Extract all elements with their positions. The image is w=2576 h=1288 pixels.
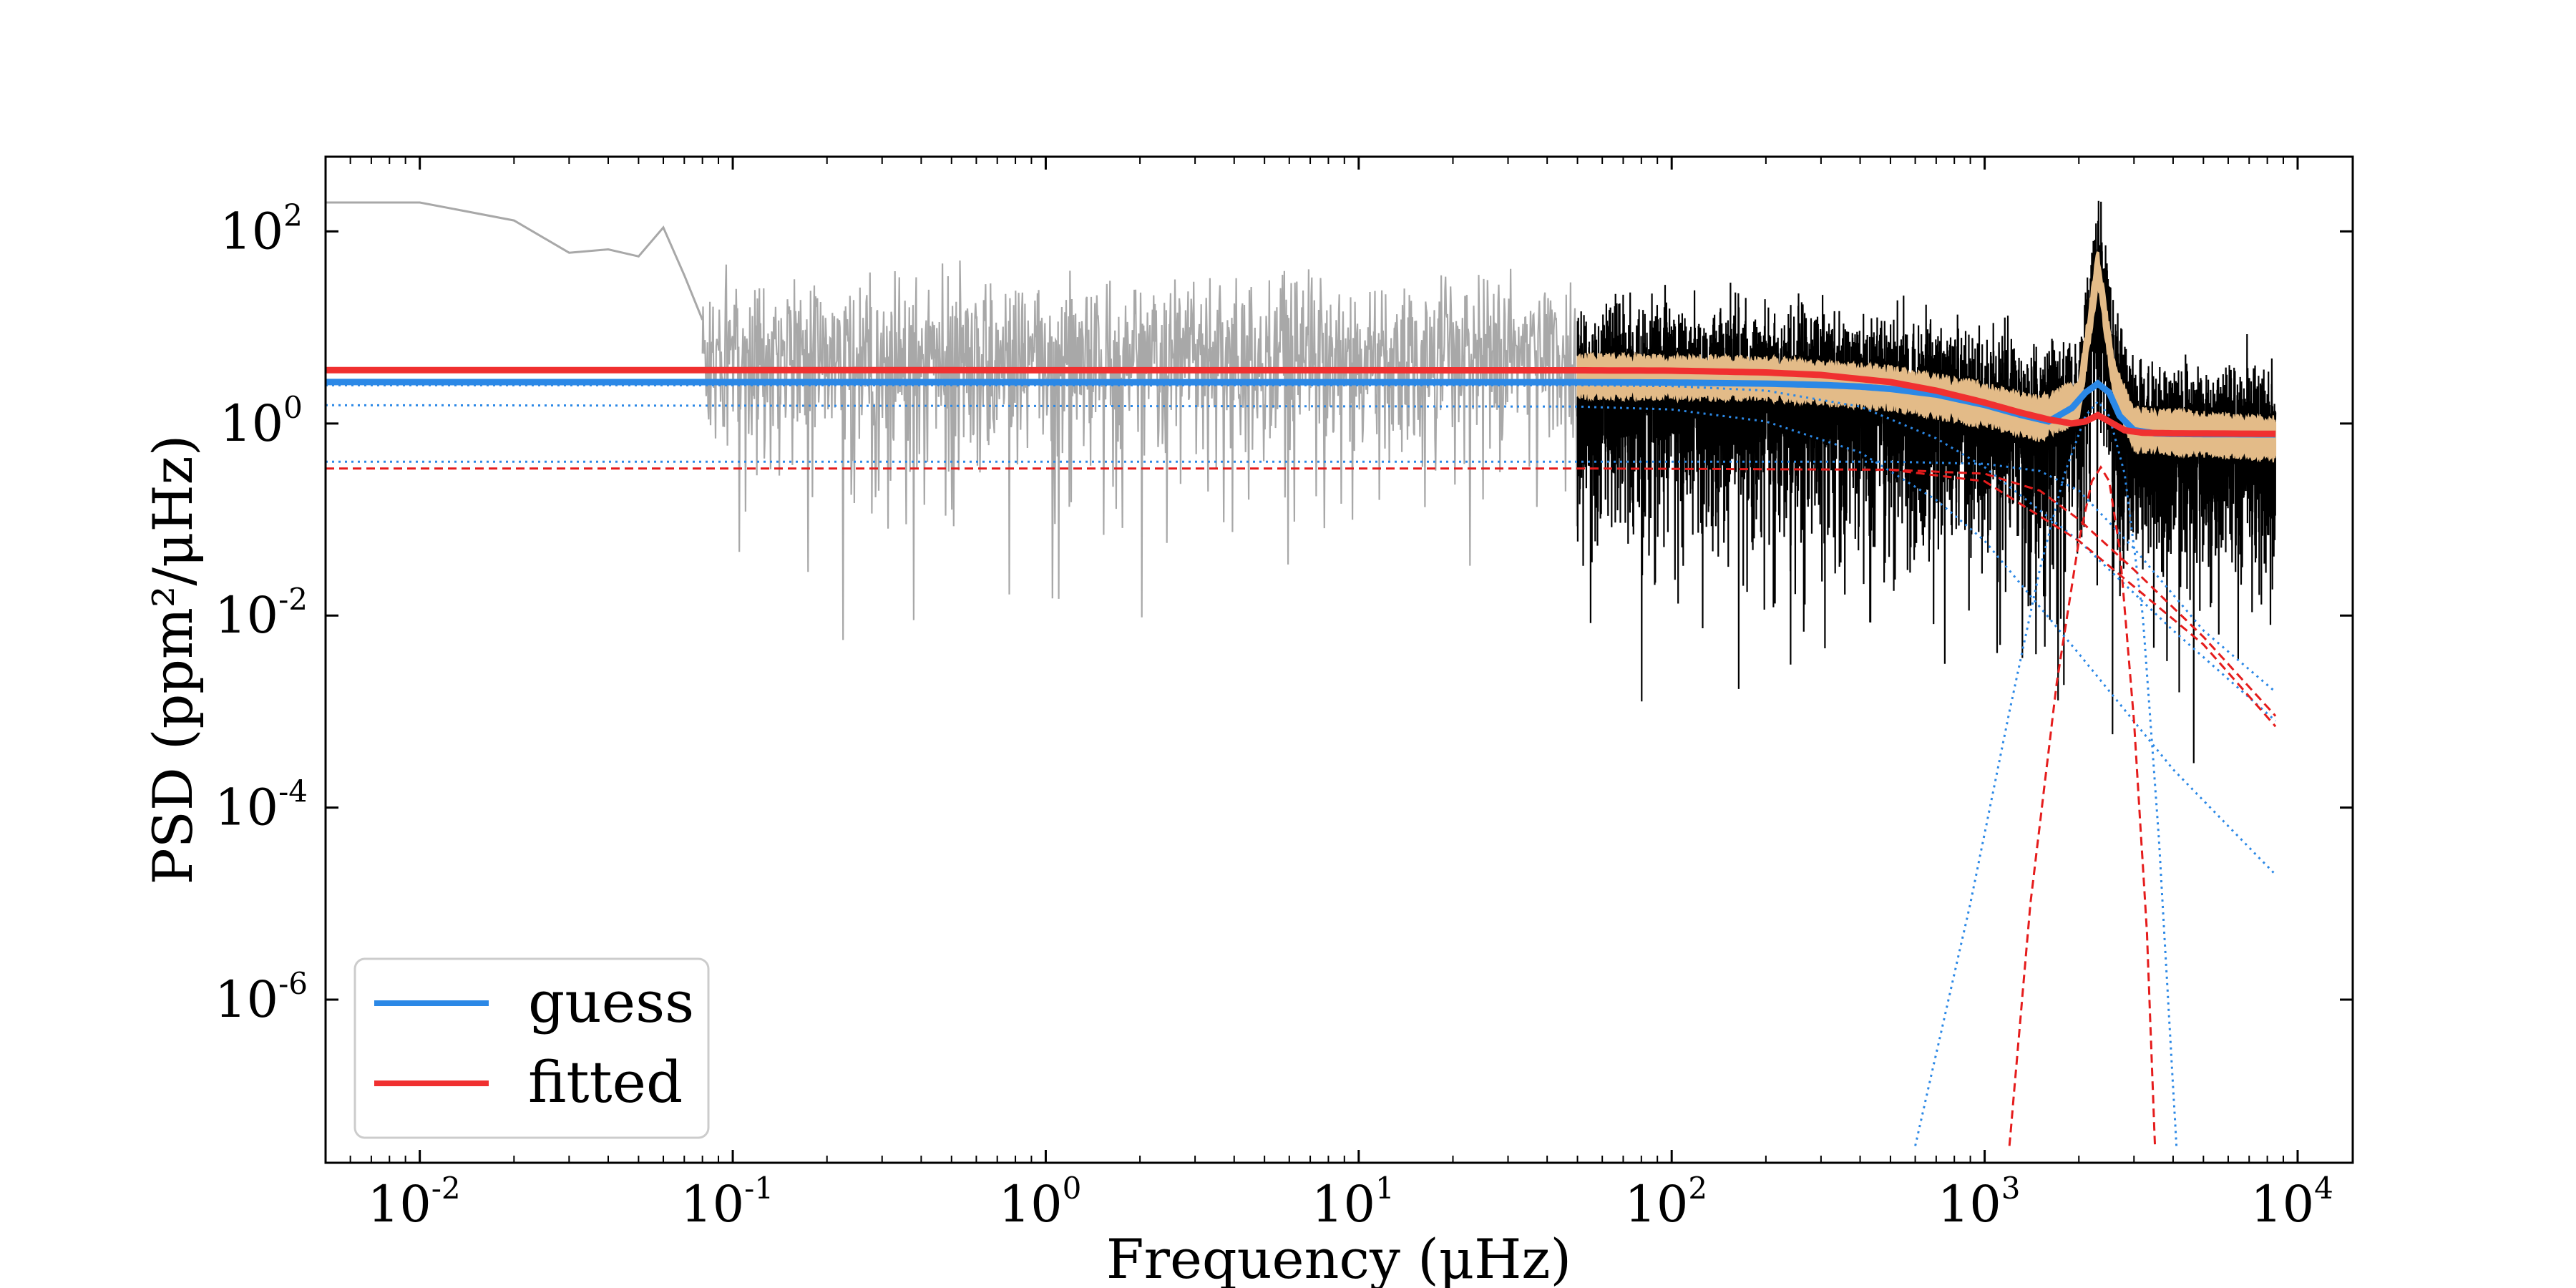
x-tick-label: 102	[1624, 1171, 1707, 1234]
x-tick-exponent: 2	[1688, 1171, 1707, 1206]
y-tick-exponent: 2	[283, 197, 303, 233]
y-tick-base: 10	[220, 202, 283, 260]
y-tick-base: 10	[215, 970, 278, 1029]
x-tick-label: 103	[1938, 1171, 2021, 1234]
plot-area	[326, 200, 2277, 1146]
y-tick-label: 10-6	[215, 966, 308, 1029]
model-component-6	[326, 467, 2277, 728]
x-tick-base: 10	[999, 1175, 1063, 1234]
plot-frame	[324, 155, 2354, 1164]
y-tick-base: 10	[220, 394, 283, 453]
y-tick-label: 10-2	[215, 582, 308, 645]
y-tick-exponent: 0	[283, 390, 303, 425]
y-tick-label: 102	[220, 197, 303, 260]
x-tick-base: 10	[1938, 1175, 2001, 1234]
y-axis-label: PSD (ppm²/μHz)	[141, 435, 205, 885]
x-tick-exponent: -1	[744, 1171, 774, 1206]
x-tick-exponent: 4	[2314, 1171, 2333, 1206]
model-component-8	[2008, 465, 2157, 1146]
x-tick-label: 100	[999, 1171, 1082, 1234]
y-tick-base: 10	[215, 586, 278, 645]
x-tick-label: 10-1	[680, 1171, 774, 1234]
x-axis-label: Frequency (μHz)	[1106, 1227, 1571, 1288]
y-tick-base: 10	[215, 779, 278, 837]
legend-label-fitted: fitted	[528, 1049, 683, 1116]
x-tick-base: 10	[680, 1175, 744, 1234]
model-component-4	[326, 460, 2277, 693]
y-tick-exponent: -2	[278, 582, 308, 617]
x-tick-exponent: -2	[431, 1171, 461, 1206]
x-tick-base: 10	[2250, 1175, 2314, 1234]
spectrum-smoothed-band	[1576, 251, 2277, 463]
model-component-3	[326, 404, 2277, 876]
total-layer	[326, 366, 2276, 438]
x-tick-exponent: 3	[2001, 1171, 2021, 1206]
y-tick-exponent: -6	[278, 966, 308, 1001]
x-tick-base: 10	[1624, 1175, 1688, 1234]
legend: guess fitted	[353, 957, 710, 1139]
x-tick-base: 10	[1312, 1175, 1375, 1234]
legend-label-guess: guess	[528, 969, 694, 1035]
model-curve-fitted	[326, 366, 2276, 437]
component-layer	[326, 384, 2277, 1146]
x-tick-base: 10	[368, 1175, 431, 1234]
model-component-7	[1890, 468, 2277, 717]
x-axis-ticks: 10-2 10-1 100 101 102 103 104	[349, 157, 2333, 1234]
x-tick-exponent: 0	[1063, 1171, 1082, 1206]
spectrum-high-freq	[1576, 200, 2277, 763]
spectrum-low-freq-start	[326, 201, 704, 321]
x-tick-label: 104	[2250, 1171, 2333, 1234]
y-tick-exponent: -4	[278, 774, 308, 809]
y-tick-label: 100	[220, 390, 303, 453]
x-tick-label: 101	[1312, 1171, 1395, 1234]
x-tick-label: 10-2	[368, 1171, 461, 1234]
y-tick-label: 10-4	[215, 774, 308, 837]
x-tick-exponent: 1	[1375, 1171, 1395, 1206]
